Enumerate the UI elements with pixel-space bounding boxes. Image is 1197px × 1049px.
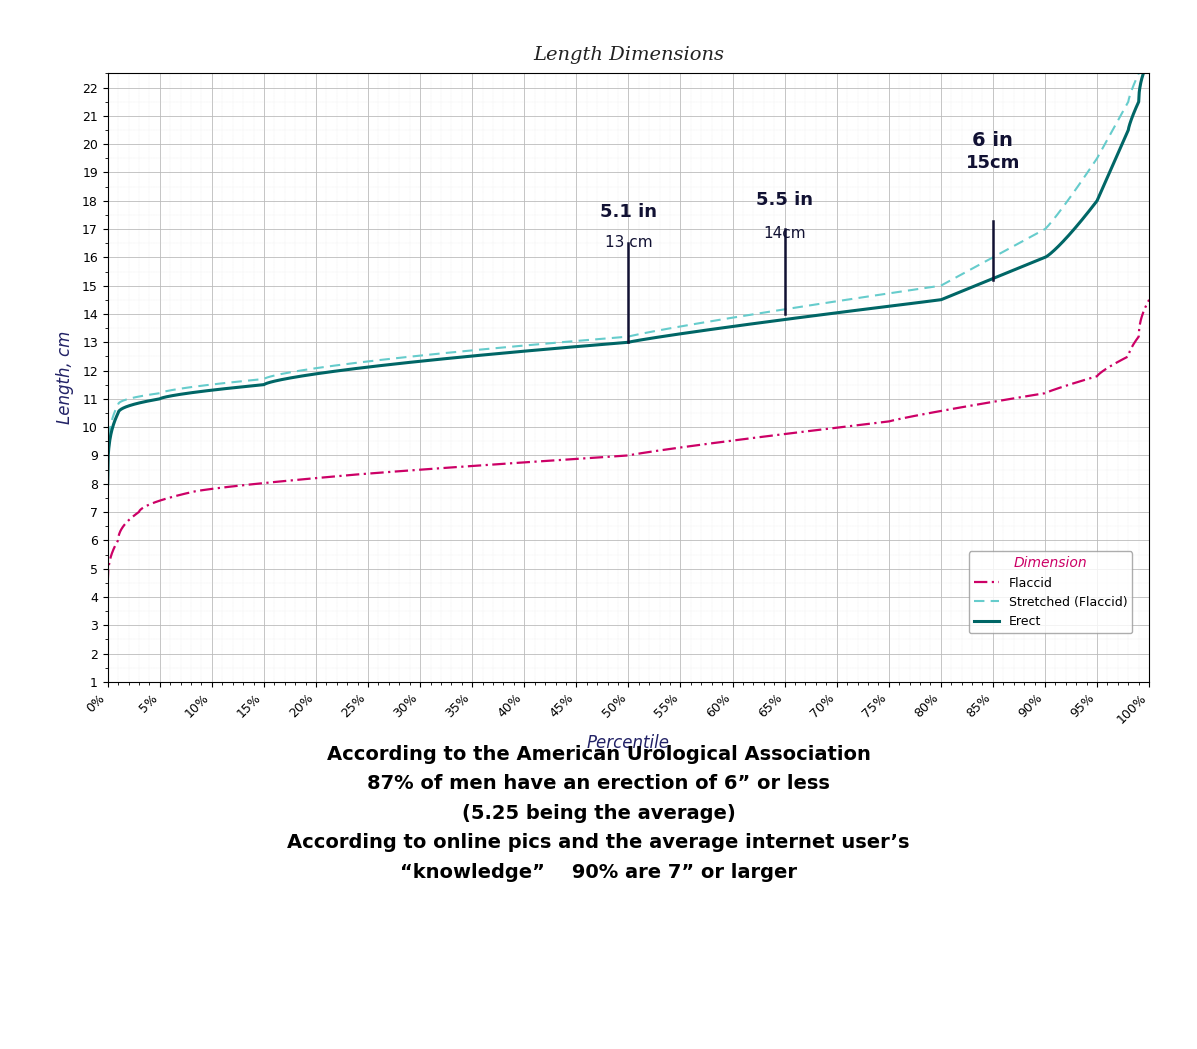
Y-axis label: Length, cm: Length, cm bbox=[56, 330, 74, 425]
Erect bbox=[607, 337, 621, 349]
Flaccid bbox=[1111, 356, 1125, 368]
Flaccid bbox=[153, 494, 168, 507]
Text: 13 cm: 13 cm bbox=[604, 235, 652, 250]
Line: Flaccid: Flaccid bbox=[108, 300, 1149, 583]
Title: Length Dimensions: Length Dimensions bbox=[533, 45, 724, 64]
Text: 6 in: 6 in bbox=[972, 131, 1014, 150]
Flaccid bbox=[101, 577, 115, 590]
Flaccid bbox=[920, 407, 935, 420]
Legend: Flaccid, Stretched (Flaccid), Erect: Flaccid, Stretched (Flaccid), Erect bbox=[968, 552, 1132, 633]
Stretched (Flaccid) bbox=[1142, 25, 1156, 38]
Stretched (Flaccid) bbox=[101, 464, 115, 476]
Line: Stretched (Flaccid): Stretched (Flaccid) bbox=[108, 31, 1149, 470]
Stretched (Flaccid) bbox=[1112, 112, 1126, 125]
Erect bbox=[101, 477, 115, 490]
Erect bbox=[1112, 145, 1126, 157]
X-axis label: Percentile: Percentile bbox=[587, 734, 670, 752]
Erect bbox=[920, 295, 935, 307]
Stretched (Flaccid) bbox=[607, 331, 621, 344]
Flaccid bbox=[607, 450, 621, 463]
Flaccid bbox=[1142, 294, 1156, 306]
Erect bbox=[1142, 53, 1156, 66]
Erect bbox=[579, 340, 594, 352]
Flaccid bbox=[1112, 355, 1126, 367]
Text: 5.5 in: 5.5 in bbox=[757, 191, 813, 209]
Text: 5.1 in: 5.1 in bbox=[600, 202, 657, 220]
Stretched (Flaccid) bbox=[153, 386, 168, 399]
Flaccid bbox=[579, 452, 594, 465]
Text: According to the American Urological Association
87% of men have an erection of : According to the American Urological Ass… bbox=[287, 745, 910, 882]
Stretched (Flaccid) bbox=[1111, 113, 1125, 126]
Erect bbox=[153, 392, 168, 405]
Erect bbox=[1111, 146, 1125, 158]
Text: 14cm: 14cm bbox=[764, 227, 806, 241]
Text: 15cm: 15cm bbox=[966, 154, 1020, 172]
Stretched (Flaccid) bbox=[920, 281, 935, 294]
Line: Erect: Erect bbox=[108, 60, 1149, 484]
Stretched (Flaccid) bbox=[579, 334, 594, 346]
